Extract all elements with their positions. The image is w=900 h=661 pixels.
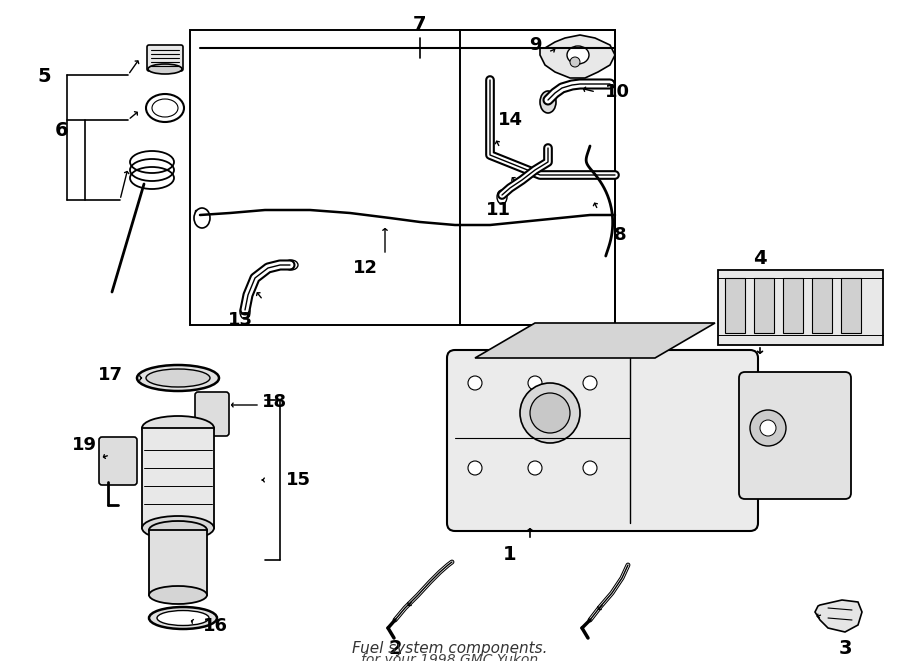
Bar [841, 278, 861, 333]
Circle shape [528, 461, 542, 475]
Bar [812, 278, 832, 333]
Text: for your 1998 GMC Yukon: for your 1998 GMC Yukon [362, 653, 538, 661]
Ellipse shape [142, 516, 214, 540]
Polygon shape [540, 35, 615, 78]
Ellipse shape [497, 190, 507, 204]
Text: 19: 19 [71, 436, 96, 454]
Ellipse shape [149, 586, 207, 604]
Ellipse shape [194, 208, 210, 228]
Ellipse shape [567, 46, 589, 64]
Text: Fuel system components.: Fuel system components. [352, 641, 548, 656]
Ellipse shape [137, 365, 219, 391]
Circle shape [583, 376, 597, 390]
Bar [725, 278, 745, 333]
Ellipse shape [149, 607, 217, 629]
Circle shape [468, 461, 482, 475]
Bar [754, 278, 774, 333]
Bar [190, 30, 615, 325]
Bar [718, 270, 883, 345]
Circle shape [468, 376, 482, 390]
Circle shape [530, 393, 570, 433]
FancyBboxPatch shape [147, 45, 183, 71]
Bar [783, 278, 803, 333]
Text: 7: 7 [413, 15, 427, 34]
Bar [195, 210, 207, 222]
Circle shape [570, 57, 580, 67]
Text: 18: 18 [263, 393, 288, 411]
Text: 16: 16 [202, 617, 228, 635]
Text: 9: 9 [529, 36, 541, 54]
Bar [149, 530, 207, 595]
Circle shape [750, 410, 786, 446]
FancyBboxPatch shape [195, 392, 229, 436]
Text: 11: 11 [485, 201, 510, 219]
Ellipse shape [157, 611, 209, 625]
Text: 15: 15 [285, 471, 310, 489]
Circle shape [760, 420, 776, 436]
Ellipse shape [142, 416, 214, 440]
Text: 3: 3 [838, 639, 851, 658]
Text: 5: 5 [37, 67, 50, 87]
Text: 2: 2 [388, 639, 401, 658]
Circle shape [520, 383, 580, 443]
Text: 10: 10 [605, 83, 629, 101]
Text: 17: 17 [97, 366, 122, 384]
FancyBboxPatch shape [739, 372, 851, 499]
Text: 13: 13 [228, 311, 253, 329]
Text: 8: 8 [614, 226, 626, 244]
Bar [142, 428, 214, 528]
Polygon shape [475, 323, 715, 358]
Ellipse shape [146, 369, 210, 387]
Text: 14: 14 [498, 111, 523, 129]
Polygon shape [815, 600, 862, 632]
Text: 1: 1 [503, 545, 517, 564]
Ellipse shape [240, 305, 250, 319]
Ellipse shape [149, 521, 207, 539]
Circle shape [583, 461, 597, 475]
FancyBboxPatch shape [99, 437, 137, 485]
Ellipse shape [148, 64, 182, 74]
Text: 12: 12 [353, 259, 377, 277]
Text: 4: 4 [753, 249, 767, 268]
Text: 6: 6 [55, 120, 68, 139]
Ellipse shape [540, 91, 556, 113]
Bar [460, 30, 615, 325]
Ellipse shape [284, 260, 298, 270]
Circle shape [528, 376, 542, 390]
FancyBboxPatch shape [447, 350, 758, 531]
